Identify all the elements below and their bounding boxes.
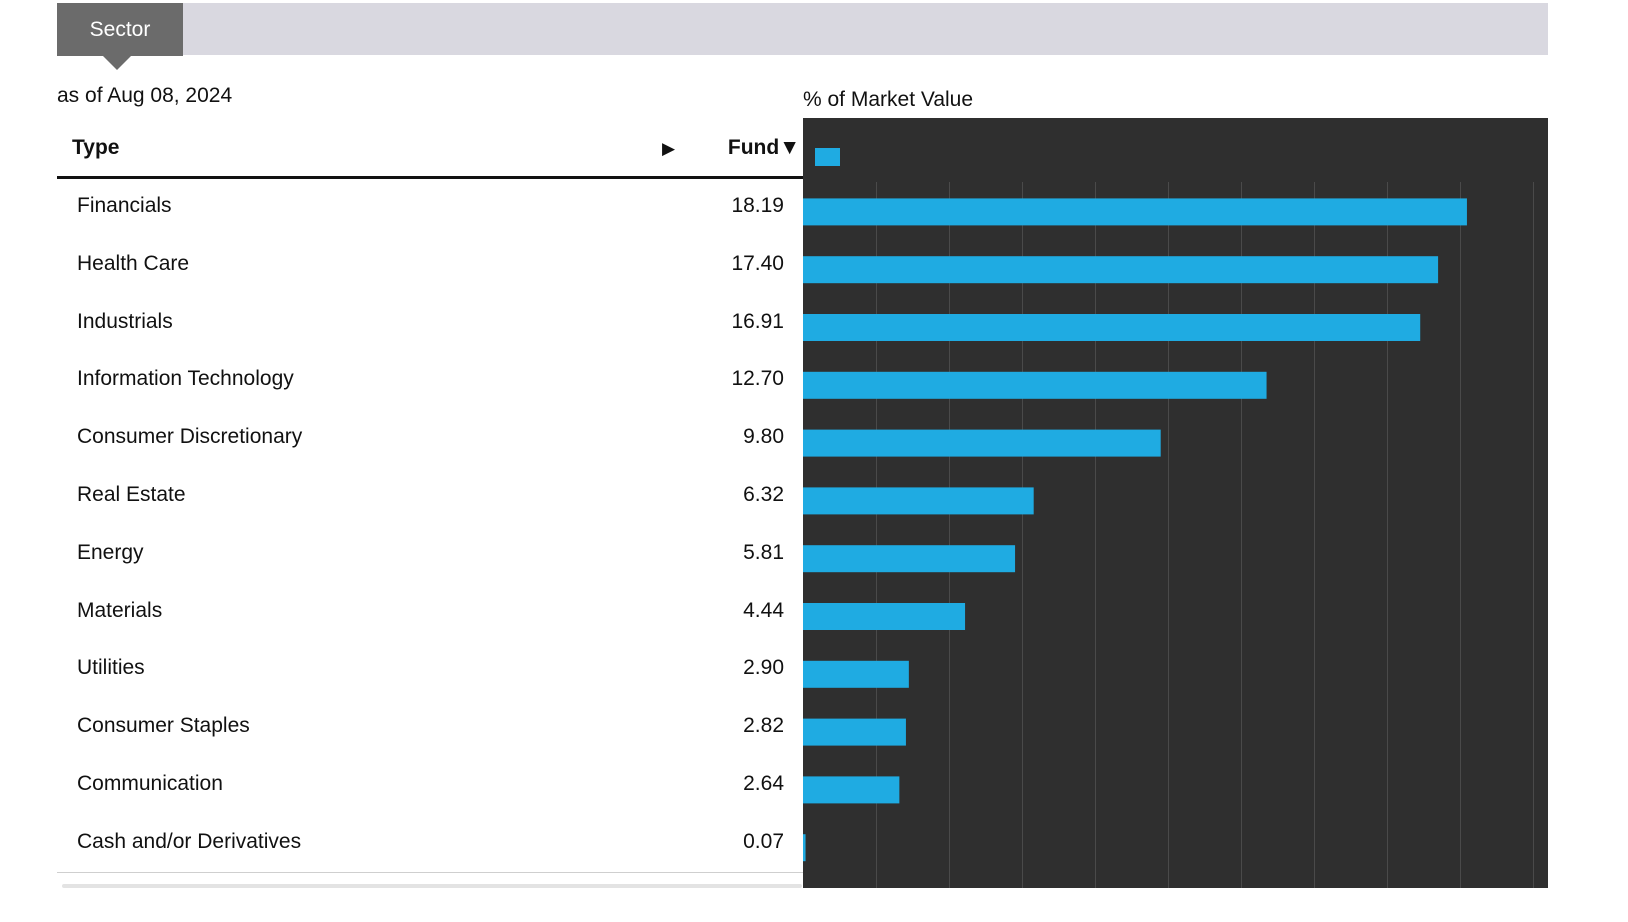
bar-utilities[interactable] bbox=[803, 660, 909, 688]
row-label: Financials bbox=[77, 194, 172, 217]
tab-bar bbox=[57, 3, 1548, 55]
row-label: Materials bbox=[77, 598, 163, 622]
row-value: 12.70 bbox=[731, 367, 784, 391]
table-row: Materials 4.44 bbox=[57, 584, 802, 642]
row-value: 4.44 bbox=[743, 598, 784, 622]
sector-bar-chart bbox=[803, 118, 1548, 888]
row-label: Communication bbox=[77, 771, 223, 795]
row-value: 5.81 bbox=[743, 540, 784, 564]
row-label: Health Care bbox=[77, 251, 190, 275]
table-row: Cash and/or Derivatives 0.07 bbox=[57, 815, 802, 873]
row-label: Utilities bbox=[77, 656, 145, 680]
tab-sector[interactable]: Sector bbox=[57, 3, 183, 56]
row-value: 2.64 bbox=[743, 771, 784, 795]
table-row: Energy 5.81 bbox=[57, 526, 802, 584]
bar-energy[interactable] bbox=[803, 545, 1016, 573]
table-bottom-divider bbox=[57, 872, 803, 873]
row-label: Information Technology bbox=[77, 367, 294, 391]
row-value: 16.91 bbox=[731, 309, 784, 333]
expand-arrow-icon[interactable]: ▶ bbox=[662, 139, 676, 158]
table-row: Utilities 2.90 bbox=[57, 641, 802, 699]
row-value: 18.19 bbox=[731, 194, 784, 217]
row-value: 2.82 bbox=[743, 714, 784, 738]
table-row: Consumer Staples 2.82 bbox=[57, 699, 802, 757]
bar-health-care[interactable] bbox=[803, 256, 1439, 284]
bar-information-technology[interactable] bbox=[803, 371, 1267, 399]
table-row: Health Care 17.40 bbox=[57, 237, 802, 295]
tab-active-caret bbox=[103, 56, 131, 70]
table-header: Type ▶ Fund▼ bbox=[57, 124, 802, 176]
column-header-fund[interactable]: Fund▼ bbox=[727, 136, 800, 159]
column-header-type[interactable]: Type bbox=[72, 136, 120, 159]
as-of-date: as of Aug 08, 2024 bbox=[57, 84, 233, 107]
row-label: Consumer Discretionary bbox=[77, 425, 303, 449]
bar-cash-and-or-derivatives[interactable] bbox=[803, 834, 806, 862]
table-row: Real Estate 6.32 bbox=[57, 468, 802, 526]
row-value: 0.07 bbox=[743, 829, 784, 853]
row-value: 17.40 bbox=[731, 251, 784, 275]
row-value: 6.32 bbox=[743, 482, 784, 506]
table-row: Information Technology 12.70 bbox=[57, 352, 802, 410]
row-label: Energy bbox=[77, 540, 144, 564]
table-row: Industrials 16.91 bbox=[57, 295, 802, 353]
header-divider bbox=[57, 176, 803, 179]
row-value: 2.90 bbox=[743, 656, 784, 680]
row-label: Real Estate bbox=[77, 482, 186, 506]
horizontal-scrollbar[interactable] bbox=[62, 884, 802, 888]
bar-consumer-discretionary[interactable] bbox=[803, 429, 1161, 457]
legend-swatch-fund bbox=[815, 148, 840, 166]
chart-title: % of Market Value bbox=[803, 88, 974, 111]
bar-financials[interactable] bbox=[803, 198, 1467, 226]
row-value: 9.80 bbox=[743, 425, 784, 449]
table-row: Consumer Discretionary 9.80 bbox=[57, 410, 802, 468]
sector-table-body: Financials 18.19 Health Care 17.40 Industria… bbox=[57, 179, 802, 873]
table-row: Financials 18.19 bbox=[57, 179, 802, 237]
row-label: Industrials bbox=[77, 309, 173, 333]
row-label: Cash and/or Derivatives bbox=[77, 829, 302, 853]
table-row: Communication 2.64 bbox=[57, 757, 802, 815]
bar-industrials[interactable] bbox=[803, 314, 1421, 341]
bar-materials[interactable] bbox=[803, 603, 966, 630]
bar-real-estate[interactable] bbox=[803, 487, 1034, 515]
bar-consumer-staples[interactable] bbox=[803, 718, 906, 746]
row-label: Consumer Staples bbox=[77, 714, 250, 738]
bar-communication[interactable] bbox=[803, 776, 900, 804]
